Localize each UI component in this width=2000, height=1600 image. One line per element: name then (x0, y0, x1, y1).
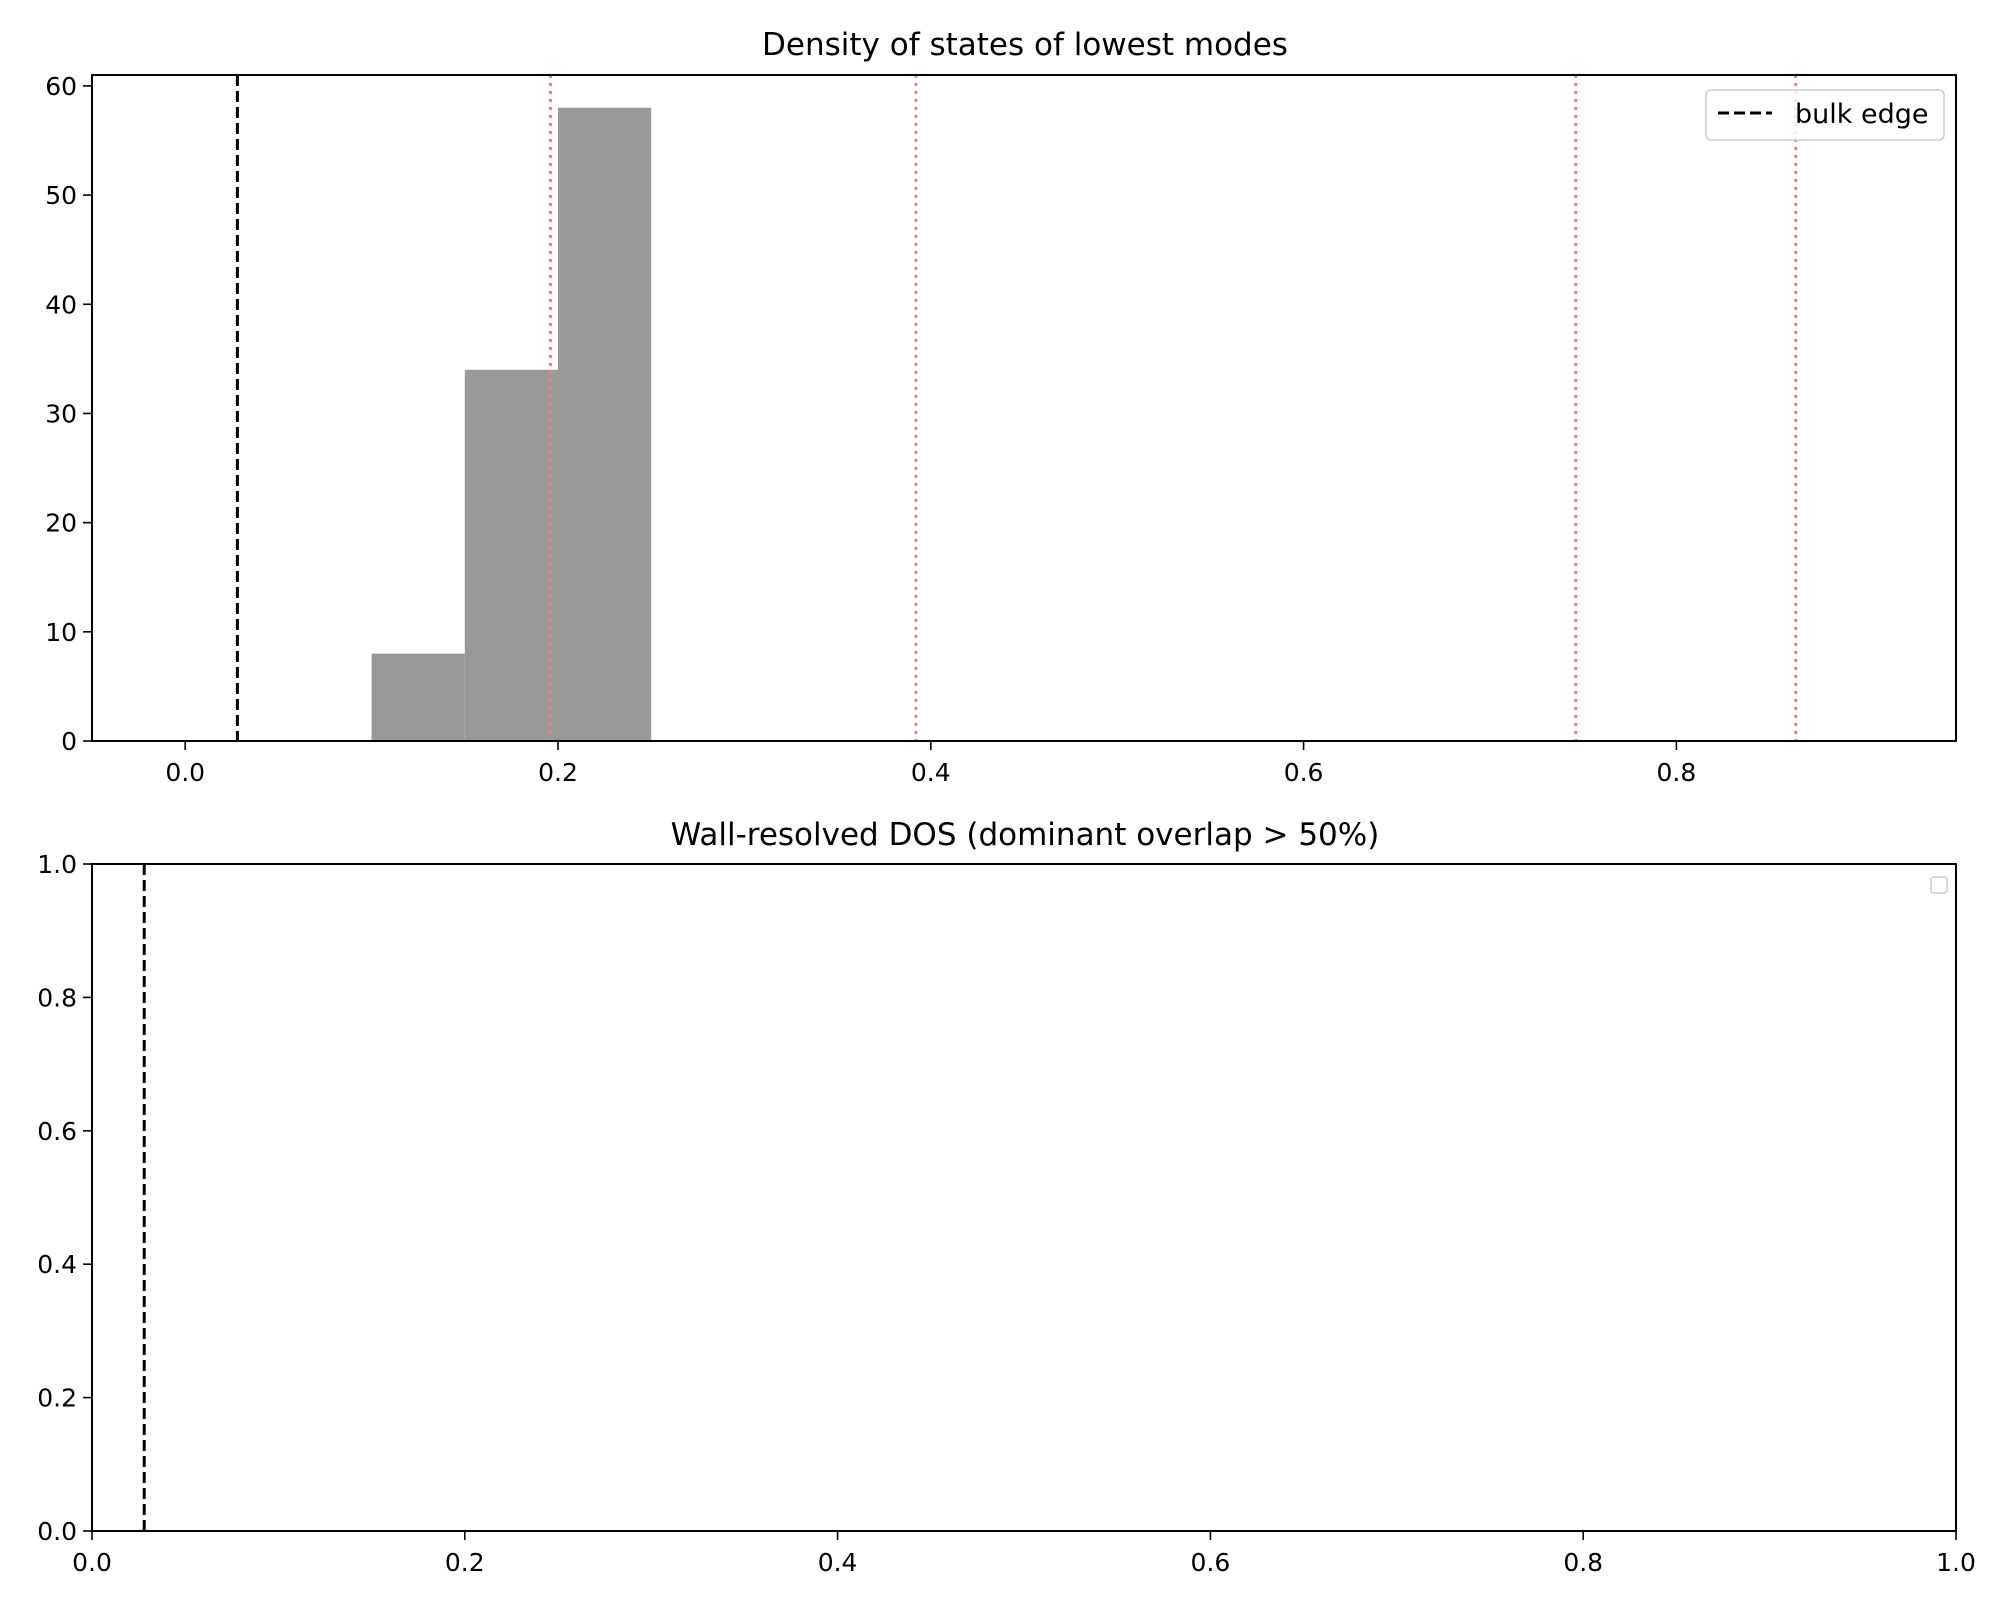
panel1-legend: bulk edge (1705, 89, 1945, 141)
x-tick-label: 0.0 (165, 758, 205, 787)
panel-wall-resolved-dos: Wall-resolved DOS (dominant overlap > 50… (37, 817, 1976, 1577)
panel2-empty-legend (1930, 876, 1948, 894)
panel1-ticks: 0.0 0.2 0.4 0.6 0.8 0 10 20 30 40 50 60 (45, 72, 1696, 787)
y-tick-label: 30 (45, 399, 77, 428)
x-tick-label: 0.0 (72, 1548, 112, 1577)
panel2-title: Wall-resolved DOS (dominant overlap > 50… (671, 817, 1380, 853)
y-tick-label: 0.6 (37, 1117, 77, 1146)
y-tick-label: 10 (45, 618, 77, 647)
y-tick-label: 40 (45, 290, 77, 319)
x-tick-label: 0.6 (1284, 758, 1324, 787)
y-tick-label: 0.2 (37, 1384, 77, 1413)
y-tick-label: 0 (61, 727, 77, 756)
histogram-bar (558, 107, 652, 742)
y-tick-label: 0.4 (37, 1250, 77, 1279)
histogram-bar (464, 369, 558, 741)
y-tick-label: 1.0 (37, 850, 77, 879)
y-tick-label: 60 (45, 72, 77, 101)
panel2-axes-frame (91, 863, 1957, 1532)
x-tick-label: 1.0 (1936, 1548, 1976, 1577)
panel1-plot-area (235, 75, 1798, 742)
x-tick-label: 0.8 (1657, 758, 1697, 787)
y-tick-label: 0.8 (37, 983, 77, 1012)
x-tick-label: 0.4 (911, 758, 951, 787)
panel1-title: Density of states of lowest modes (762, 27, 1288, 63)
y-tick-label: 50 (45, 181, 77, 210)
legend-bulk-edge-label: bulk edge (1795, 99, 1928, 130)
panel2-ticks: 0.0 0.2 0.4 0.6 0.8 1.0 0.0 0.2 0.4 0.6 0.8 1.0 (37, 850, 1976, 1577)
y-tick-label: 20 (45, 509, 77, 538)
x-tick-label: 0.2 (445, 1548, 485, 1577)
legend-box (1705, 89, 1945, 141)
x-tick-label: 0.8 (1563, 1548, 1603, 1577)
x-tick-label: 0.6 (1191, 1548, 1231, 1577)
y-tick-label: 0.0 (37, 1517, 77, 1546)
panel1-axes-frame (91, 74, 1957, 742)
histogram-bar (371, 653, 465, 741)
panel-density-of-states: Density of states of lowest modes 0.0 0.2… (45, 27, 1957, 787)
x-tick-label: 0.2 (538, 758, 578, 787)
x-tick-label: 0.4 (818, 1548, 858, 1577)
